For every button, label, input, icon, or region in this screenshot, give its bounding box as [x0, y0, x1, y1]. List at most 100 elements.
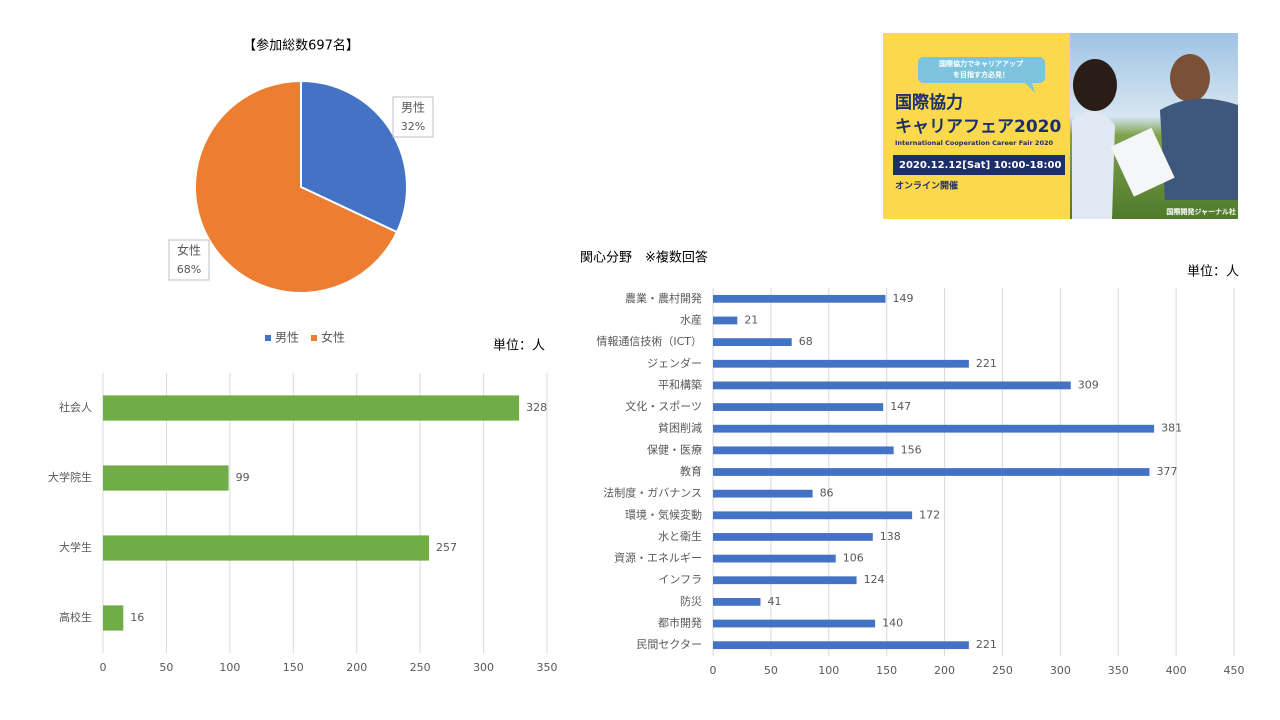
x-tick-label: 50	[159, 661, 173, 674]
bar	[103, 605, 124, 631]
chart-title: 関心分野 ※複数回答	[580, 250, 708, 266]
data-label: 138	[880, 530, 901, 543]
data-label: 106	[843, 552, 864, 565]
data-label: 140	[882, 617, 903, 630]
x-tick-label: 150	[283, 661, 304, 674]
date-box	[893, 155, 1065, 175]
data-label: 16	[130, 611, 144, 624]
unit-label: 単位：人	[1187, 264, 1239, 280]
y-tick-label: 文化・スポーツ	[625, 399, 702, 413]
data-label-value: 68%	[177, 263, 201, 276]
banner: 国際協力でキャリアアップ を目指す方必見！ 国際協力 キャリアフェア2020 I…	[883, 33, 1238, 219]
bar	[713, 489, 813, 498]
data-label-name: 女性	[177, 243, 201, 258]
data-label-value: 32%	[401, 120, 425, 133]
y-tick-label: 社会人	[59, 400, 92, 414]
bar	[713, 338, 792, 347]
y-tick-label: 都市開発	[658, 616, 702, 630]
photo-paper	[1110, 127, 1175, 197]
bar	[713, 576, 857, 585]
data-label: 147	[890, 400, 911, 413]
data-label: 257	[436, 541, 457, 554]
bar	[103, 395, 520, 421]
bar	[713, 403, 884, 411]
bar	[713, 641, 969, 650]
data-label: 68	[799, 335, 813, 348]
x-tick-label: 300	[1050, 664, 1071, 677]
pie-slice	[194, 79, 399, 294]
photo-person	[1073, 59, 1117, 111]
legend-swatch	[311, 335, 317, 341]
x-tick-label: 200	[934, 664, 955, 677]
banner-mode: オンライン開催	[895, 180, 958, 192]
bar	[713, 554, 836, 563]
x-tick-label: 200	[346, 661, 367, 674]
chart-title: 【参加総数697名】	[243, 38, 359, 54]
photo-person	[1160, 98, 1238, 200]
banner-subtitle: International Cooperation Career Fair 20…	[895, 139, 1053, 147]
legend-label: 男性	[275, 331, 299, 345]
data-label: 86	[820, 487, 834, 500]
data-label: 221	[976, 357, 997, 370]
bar	[713, 381, 1071, 390]
legend-label: 女性	[321, 330, 345, 345]
bar	[713, 533, 873, 541]
data-label: 309	[1078, 378, 1099, 391]
x-tick-label: 450	[1224, 664, 1245, 677]
y-tick-label: 大学生	[59, 540, 92, 554]
data-label: 156	[901, 443, 922, 456]
bar	[713, 359, 969, 368]
y-tick-label: 貧困削減	[658, 421, 702, 435]
y-tick-label: 水と衛生	[658, 529, 702, 543]
y-tick-label: 平和構築	[658, 377, 702, 391]
bar	[713, 424, 1155, 433]
data-label: 21	[744, 313, 758, 326]
data-label-box	[392, 96, 434, 138]
bar	[103, 535, 430, 561]
bar	[713, 468, 1150, 476]
y-tick-label: 大学院生	[48, 470, 92, 484]
bar	[713, 316, 738, 325]
x-tick-label: 350	[1108, 664, 1129, 677]
bar	[713, 619, 876, 628]
x-tick-label: 300	[473, 661, 494, 674]
x-tick-label: 350	[537, 661, 558, 674]
banner-title: 国際協力	[895, 92, 963, 113]
data-label: 377	[1156, 465, 1177, 478]
y-tick-label: 民間セクター	[636, 638, 702, 651]
bubble-text: 国際協力でキャリアアップ	[939, 59, 1024, 68]
data-label: 124	[864, 573, 885, 586]
pie-slice	[300, 79, 408, 234]
legend-swatch	[265, 335, 271, 341]
y-tick-label: 高校生	[59, 610, 92, 624]
data-label: 172	[919, 508, 940, 521]
y-tick-label: 水産	[680, 313, 702, 326]
x-tick-label: 250	[410, 661, 431, 674]
y-tick-label: 情報通信技術（ICT）	[596, 335, 702, 348]
x-tick-label: 0	[710, 664, 717, 677]
data-label: 328	[526, 401, 547, 414]
banner-bubble	[918, 57, 1045, 83]
bar	[713, 511, 913, 520]
bar	[713, 597, 761, 606]
y-tick-label: 環境・気候変動	[625, 507, 702, 521]
y-tick-label: 法制度・ガバナンス	[603, 486, 702, 500]
x-tick-label: 250	[992, 664, 1013, 677]
photo-person	[1072, 111, 1115, 219]
y-tick-label: 資源・エネルギー	[614, 551, 702, 565]
y-tick-label: 保健・医療	[647, 442, 702, 456]
y-tick-label: インフラ	[658, 573, 702, 586]
bar	[713, 446, 894, 455]
x-tick-label: 100	[219, 661, 240, 674]
x-tick-label: 50	[764, 664, 778, 677]
bubble-tail	[1025, 83, 1035, 93]
data-label: 221	[976, 638, 997, 651]
data-label: 99	[236, 471, 250, 484]
banner-publisher: 国際開発ジャーナル社	[1166, 207, 1236, 216]
x-tick-label: 400	[1166, 664, 1187, 677]
banner-date: 2020.12.12[Sat] 10:00-18:00	[899, 160, 1061, 171]
unit-label: 単位：人	[493, 338, 545, 354]
y-tick-label: 農業・農村開発	[625, 291, 702, 305]
x-tick-label: 150	[876, 664, 897, 677]
